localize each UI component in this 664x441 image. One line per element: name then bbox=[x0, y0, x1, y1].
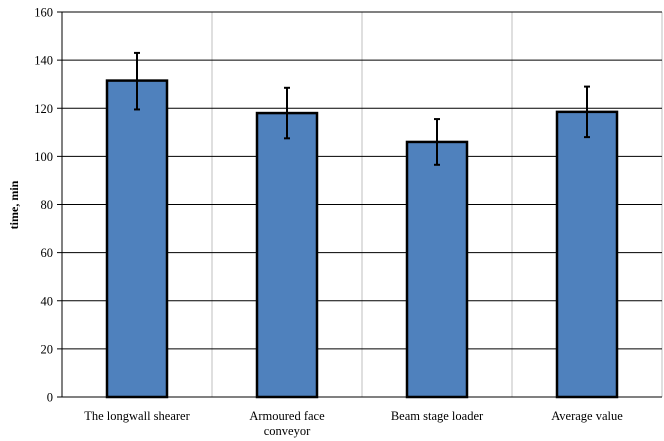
x-category-label-line: conveyor bbox=[264, 424, 311, 438]
label-layer: 0 20 40 60 80 100 120 140 160 The longwall sheare… bbox=[34, 6, 623, 439]
x-category-label: The longwall shearer bbox=[84, 409, 190, 423]
y-tick-label: 100 bbox=[34, 150, 53, 164]
y-tick-label: 160 bbox=[34, 6, 53, 20]
x-category-label: Average value bbox=[551, 409, 623, 423]
y-tick-label: 40 bbox=[41, 294, 54, 308]
y-tick-label: 20 bbox=[41, 342, 54, 356]
bar-layer bbox=[105, 79, 619, 399]
y-tick-label: 80 bbox=[41, 198, 54, 212]
bar-2 bbox=[255, 111, 319, 399]
bar-4 bbox=[555, 110, 619, 399]
y-tick-label: 120 bbox=[34, 102, 53, 116]
y-axis-title: time, min bbox=[7, 180, 21, 229]
x-category-label: Armoured face conveyor bbox=[249, 409, 325, 438]
error-bar-layer bbox=[134, 51, 590, 166]
y-tick-label: 0 bbox=[47, 391, 53, 405]
x-category-label-line: The longwall shearer bbox=[84, 409, 190, 423]
axis-layer bbox=[57, 11, 662, 398]
x-category-label-line: Armoured face bbox=[249, 409, 325, 423]
x-category-label: Beam stage loader bbox=[391, 409, 484, 423]
y-tick-label: 60 bbox=[41, 246, 54, 260]
bar-3 bbox=[405, 140, 469, 399]
bar-1 bbox=[105, 79, 169, 399]
x-category-label-line: Beam stage loader bbox=[391, 409, 484, 423]
y-tick-label: 140 bbox=[34, 54, 53, 68]
x-category-label-line: Average value bbox=[551, 409, 623, 423]
